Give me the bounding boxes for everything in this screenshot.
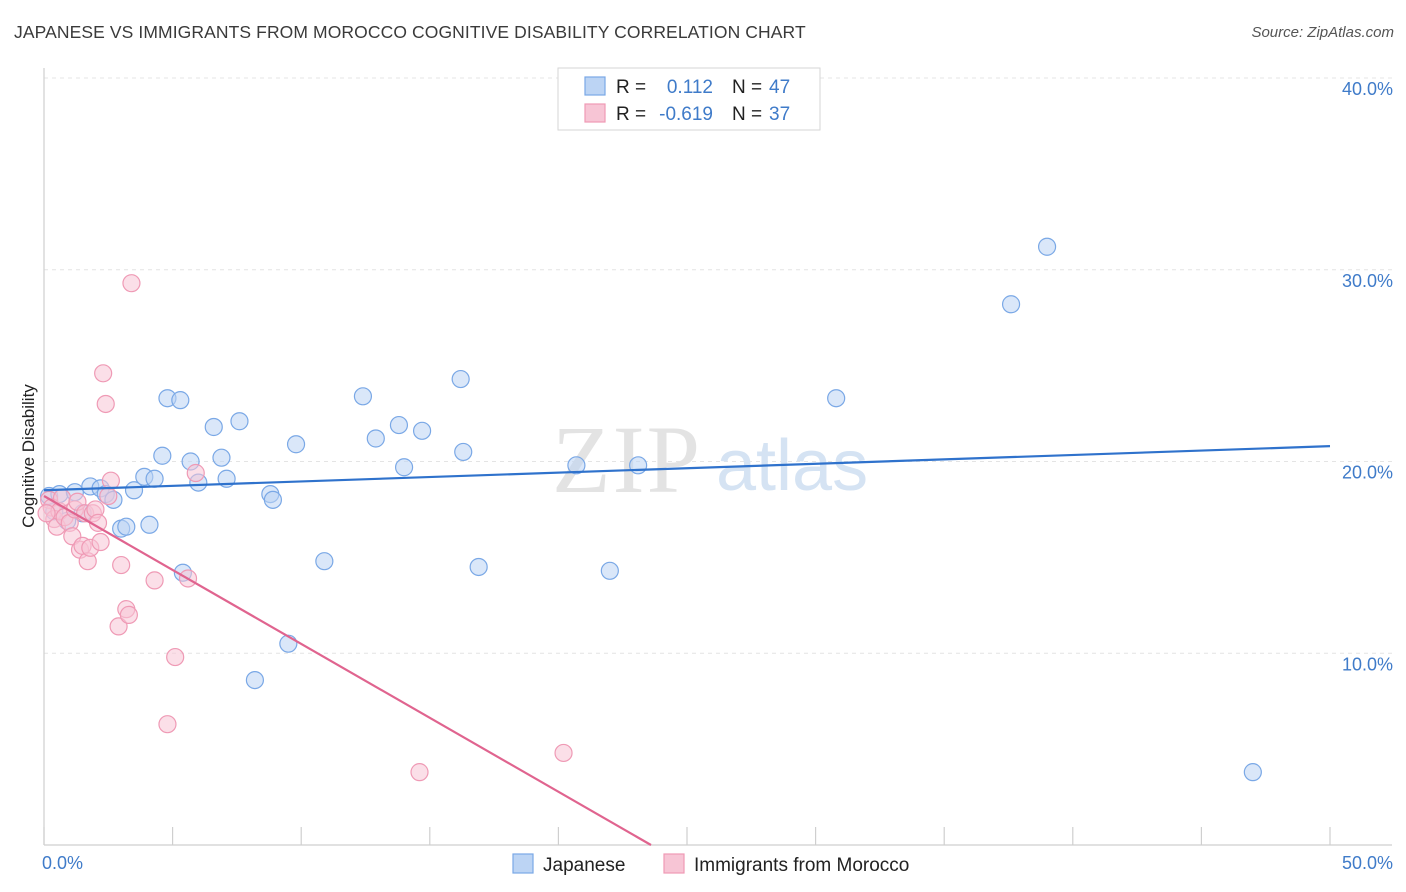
y-tick-label-1: 20.0% [1342, 463, 1393, 483]
point-1-29 [145, 571, 164, 590]
gridlines [44, 77, 1392, 654]
bottom-legend-swatch-japanese [512, 853, 534, 874]
y-tick-label-3: 40.0% [1342, 79, 1393, 99]
point-0-26 [245, 670, 265, 690]
point-1-25 [112, 555, 131, 575]
point-1-33 [186, 463, 205, 483]
legend-n-label-1: N = [732, 104, 762, 125]
legend-r-value-1: -0.619 [659, 104, 713, 125]
legend-swatch-morocco [584, 103, 606, 123]
point-1-21 [96, 394, 115, 414]
legend-r-value-0: 0.112 [667, 77, 713, 98]
legend-r-label-0: R = [616, 77, 646, 98]
chart-source: Source: ZipAtlas.com [1251, 24, 1394, 41]
bottom-legend-label-morocco: Immigrants from Morocco [694, 855, 909, 876]
point-0-41 [600, 561, 619, 580]
point-0-34 [389, 415, 409, 435]
point-0-38 [454, 442, 473, 462]
point-0-43 [827, 389, 846, 408]
point-0-33 [366, 429, 385, 448]
chart-title: JAPANESE VS IMMIGRANTS FROM MOROCCO COGN… [14, 22, 806, 42]
x-tick-label-1: 50.0% [1342, 853, 1393, 873]
x-axis-ticks [43, 827, 1331, 845]
point-0-40 [567, 456, 586, 475]
point-0-39 [469, 557, 488, 577]
point-1-20 [94, 364, 113, 383]
point-1-31 [166, 647, 185, 667]
point-0-45 [1037, 237, 1057, 256]
y-tick-labels: 10.0% 20.0% 30.0% 40.0% [1342, 79, 1393, 674]
point-1-30 [158, 715, 177, 734]
trend-line-0 [43, 445, 1331, 492]
legend-n-value-1: 37 [769, 104, 790, 125]
y-tick-label-0: 10.0% [1342, 654, 1393, 674]
legend-swatch-japanese [584, 76, 606, 96]
legend-n-label-0: N = [732, 77, 762, 98]
point-1-36 [37, 504, 56, 523]
bottom-legend-swatch-morocco [663, 853, 685, 874]
bottom-legend: Japanese Immigrants from Morocco [512, 853, 909, 876]
point-1-22 [99, 486, 118, 506]
point-0-25 [230, 412, 249, 431]
point-0-28 [263, 490, 283, 509]
legend-box: R = 0.112 N = 47 R = -0.619 N = 37 [557, 67, 821, 131]
point-0-32 [353, 387, 373, 406]
point-1-23 [101, 471, 120, 490]
point-0-30 [286, 435, 306, 454]
watermark: ZIP atlas [552, 406, 868, 513]
point-0-16 [153, 446, 172, 465]
trend-lines [43, 445, 1331, 846]
point-0-37 [451, 369, 470, 389]
point-1-24 [109, 617, 128, 636]
point-1-27 [119, 605, 138, 625]
point-0-44 [1001, 295, 1021, 314]
axes [43, 68, 1392, 846]
point-0-42 [629, 456, 648, 475]
trend-line-1 [43, 495, 652, 846]
point-0-18 [171, 391, 190, 410]
legend-r-label-1: R = [616, 104, 646, 125]
point-1-19 [91, 532, 110, 552]
legend-n-value-0: 47 [769, 77, 790, 98]
point-1-28 [122, 274, 141, 293]
point-1-35 [554, 743, 573, 763]
bottom-legend-label-japanese: Japanese [543, 855, 625, 876]
x-tick-label-0: 0.0% [42, 853, 83, 873]
y-axis-label: Cognitive Disability [19, 384, 38, 528]
x-tick-labels: 0.0% 50.0% [42, 853, 1393, 873]
y-tick-label-2: 30.0% [1342, 271, 1393, 291]
point-0-22 [204, 417, 223, 437]
point-0-14 [140, 515, 159, 534]
point-0-36 [412, 421, 432, 440]
point-0-23 [212, 448, 231, 467]
point-0-11 [117, 517, 136, 536]
point-1-34 [410, 763, 429, 782]
point-0-31 [315, 552, 334, 571]
point-0-35 [394, 458, 414, 477]
point-0-46 [1243, 763, 1262, 782]
point-0-15 [145, 469, 164, 488]
